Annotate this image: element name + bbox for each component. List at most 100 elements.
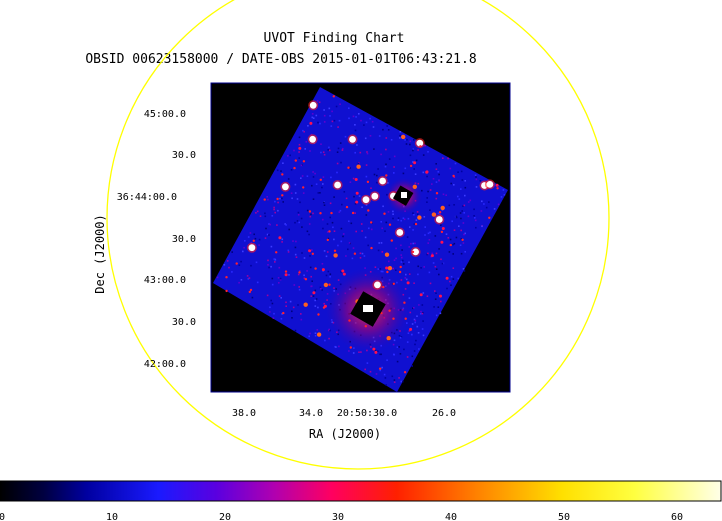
noise-pixel xyxy=(342,147,344,150)
noise-pixel xyxy=(238,264,241,266)
noise-pixel xyxy=(458,198,461,200)
noise-pixel xyxy=(377,268,380,270)
noise-pixel xyxy=(315,183,318,185)
noise-pixel xyxy=(293,149,295,152)
noise-pixel xyxy=(281,238,284,241)
noise-pixel xyxy=(249,232,252,234)
noise-pixel xyxy=(398,346,400,348)
star xyxy=(354,178,358,181)
star xyxy=(276,197,279,201)
noise-pixel xyxy=(421,312,424,315)
dec-tick-label: 45:00.0 xyxy=(144,109,186,120)
noise-pixel xyxy=(422,154,425,156)
noise-pixel xyxy=(317,306,319,309)
star xyxy=(440,230,444,234)
noise-pixel xyxy=(244,240,246,242)
star xyxy=(385,266,389,270)
noise-pixel xyxy=(273,258,275,260)
noise-pixel xyxy=(298,288,301,291)
noise-pixel xyxy=(435,181,438,183)
star xyxy=(309,135,316,143)
noise-pixel xyxy=(354,124,356,126)
star xyxy=(383,212,386,215)
star xyxy=(341,269,345,273)
noise-pixel xyxy=(385,384,387,386)
star xyxy=(449,243,452,247)
noise-pixel xyxy=(392,210,394,213)
noise-pixel xyxy=(366,151,368,153)
noise-pixel xyxy=(240,260,242,263)
noise-pixel xyxy=(438,179,440,182)
star xyxy=(374,281,381,289)
noise-pixel xyxy=(377,249,380,252)
noise-pixel xyxy=(413,214,415,216)
star xyxy=(349,136,356,143)
noise-pixel xyxy=(295,256,298,258)
star xyxy=(362,196,370,204)
noise-pixel xyxy=(251,296,254,299)
noise-pixel xyxy=(474,174,477,176)
noise-pixel xyxy=(452,243,454,246)
noise-pixel xyxy=(272,317,275,319)
noise-pixel xyxy=(365,204,368,206)
star xyxy=(284,270,288,273)
noise-pixel xyxy=(295,240,297,243)
noise-pixel xyxy=(314,289,317,292)
noise-pixel xyxy=(381,227,383,230)
noise-pixel xyxy=(382,205,384,208)
noise-pixel xyxy=(372,126,375,128)
noise-pixel xyxy=(424,226,426,228)
star xyxy=(332,95,335,98)
noise-pixel xyxy=(412,149,414,152)
noise-pixel xyxy=(312,198,315,200)
noise-pixel xyxy=(318,101,321,104)
noise-pixel xyxy=(404,167,407,170)
noise-pixel xyxy=(416,315,418,317)
noise-pixel xyxy=(285,301,287,304)
noise-pixel xyxy=(323,153,326,156)
noise-pixel xyxy=(369,135,372,137)
noise-pixel xyxy=(462,205,464,207)
noise-pixel xyxy=(387,129,390,131)
star xyxy=(412,184,417,189)
noise-pixel xyxy=(410,333,413,336)
noise-pixel xyxy=(429,282,432,285)
noise-pixel xyxy=(267,198,269,201)
noise-pixel xyxy=(385,148,387,151)
noise-pixel xyxy=(298,221,300,224)
noise-pixel xyxy=(325,255,328,258)
noise-pixel xyxy=(340,227,343,230)
noise-pixel xyxy=(370,228,373,231)
noise-pixel xyxy=(300,318,303,321)
noise-pixel xyxy=(328,329,330,332)
noise-pixel xyxy=(294,329,297,332)
noise-pixel xyxy=(308,233,310,236)
noise-pixel xyxy=(294,192,297,194)
noise-pixel xyxy=(279,278,282,281)
noise-pixel xyxy=(451,220,453,223)
noise-pixel xyxy=(392,267,394,270)
noise-pixel xyxy=(280,170,282,172)
noise-pixel xyxy=(421,189,423,192)
noise-pixel xyxy=(304,148,306,150)
star xyxy=(406,281,410,285)
noise-pixel xyxy=(417,332,420,334)
noise-pixel xyxy=(353,195,355,198)
noise-pixel xyxy=(375,373,378,375)
noise-pixel xyxy=(438,273,440,276)
noise-pixel xyxy=(287,155,289,157)
noise-pixel xyxy=(326,231,329,233)
noise-pixel xyxy=(473,208,475,211)
noise-pixel xyxy=(426,175,428,178)
noise-pixel xyxy=(253,233,255,236)
noise-pixel xyxy=(387,182,389,184)
noise-pixel xyxy=(408,273,411,275)
noise-pixel xyxy=(247,278,250,280)
noise-pixel xyxy=(474,219,477,222)
noise-pixel xyxy=(344,135,347,138)
noise-pixel xyxy=(427,242,429,244)
star xyxy=(319,178,322,181)
star xyxy=(416,139,424,147)
noise-pixel xyxy=(326,299,328,301)
noise-pixel xyxy=(333,196,335,198)
